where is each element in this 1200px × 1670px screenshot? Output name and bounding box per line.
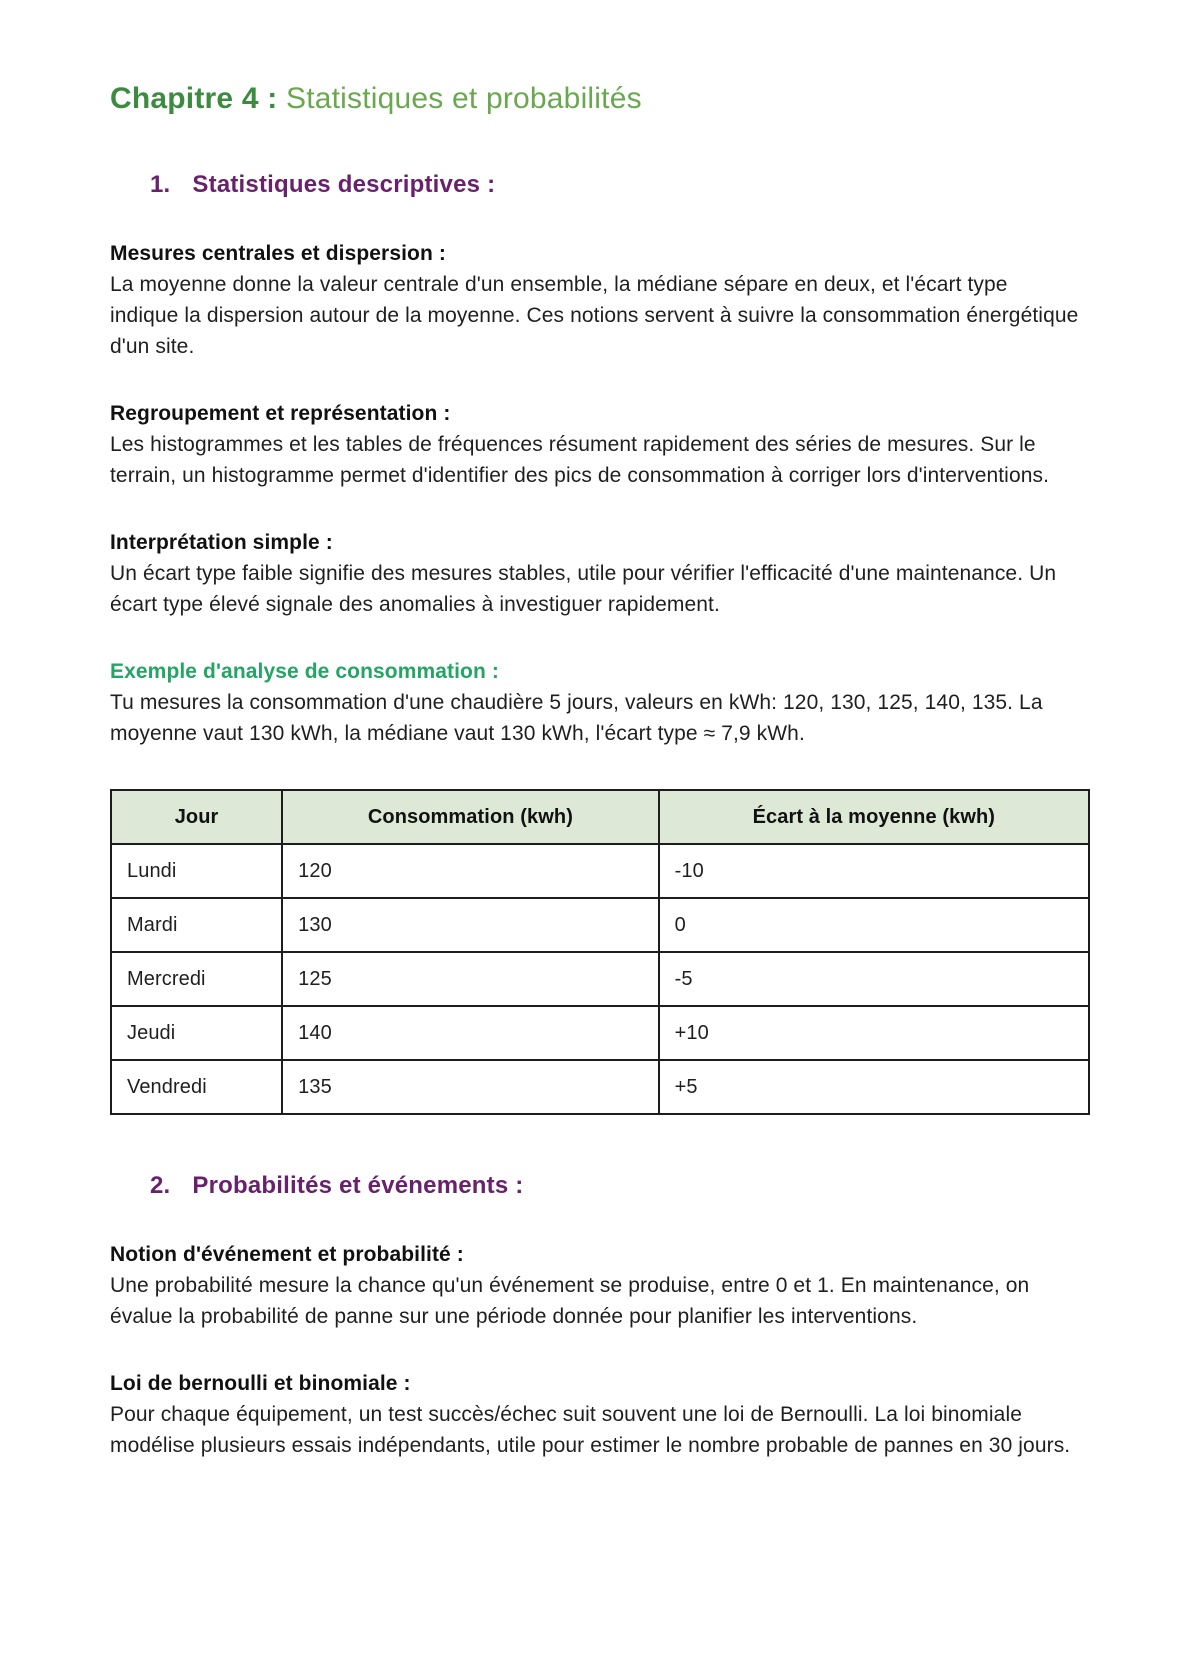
block-interpretation-paragraph: Un écart type faible signifie des mesure… (110, 562, 1057, 616)
table-cell-jour: Mercredi (109, 951, 284, 1007)
table-cell-ecart: +5 (657, 1059, 1091, 1115)
section-1-number: 1. (150, 171, 171, 198)
table-cell-consommation: 130 (281, 897, 660, 953)
block-exemple-paragraph: Tu mesures la consommation d'une chaudiè… (110, 691, 1043, 745)
block-mesures-paragraph: La moyenne donne la valeur centrale d'un… (110, 273, 1079, 358)
table-cell-consommation: 120 (281, 843, 660, 899)
table-cell-jour: Mardi (109, 897, 284, 953)
table-cell-jour: Jeudi (109, 1005, 284, 1061)
block-notion-heading: Notion d'événement et probabilité : (110, 1243, 464, 1266)
block-interpretation: Interprétation simple : Un écart type fa… (110, 527, 1090, 620)
block-notion-paragraph: Une probabilité mesure la chance qu'un é… (110, 1274, 1030, 1328)
table-header-ecart: Écart à la moyenne (kwh) (657, 789, 1091, 845)
section-2-heading: 2. Probabilités et événements : (150, 1169, 1090, 1203)
table-cell-consommation: 135 (281, 1059, 660, 1115)
table-cell-ecart: +10 (657, 1005, 1091, 1061)
table-header-row: Jour Consommation (kwh) Écart à la moyen… (109, 789, 1091, 845)
section-1-heading: 1. Statistiques descriptives : (150, 168, 1090, 202)
block-exemple: Exemple d'analyse de consommation : Tu m… (110, 656, 1090, 749)
table-row: Lundi 120 -10 (109, 843, 1091, 899)
table-header-jour: Jour (109, 789, 284, 845)
table-cell-ecart: 0 (657, 897, 1091, 953)
consumption-table: Jour Consommation (kwh) Écart à la moyen… (109, 789, 1091, 1115)
section-2-title: Probabilités et événements : (192, 1172, 524, 1199)
block-interpretation-heading: Interprétation simple : (110, 531, 333, 554)
table-row: Mercredi 125 -5 (109, 951, 1091, 1007)
table-cell-ecart: -5 (657, 951, 1091, 1007)
chapter-label: Chapitre 4 : (110, 82, 278, 115)
section-2-number: 2. (150, 1172, 171, 1199)
table-cell-ecart: -10 (657, 843, 1091, 899)
block-regroupement-paragraph: Les histogrammes et les tables de fréque… (110, 433, 1050, 487)
table-cell-jour: Vendredi (109, 1059, 284, 1115)
block-bernoulli: Loi de bernoulli et binomiale : Pour cha… (110, 1368, 1090, 1461)
block-regroupement: Regroupement et représentation : Les his… (110, 398, 1090, 491)
table-header-consommation: Consommation (kwh) (281, 789, 660, 845)
page-title: Chapitre 4 : Statistiques et probabilité… (110, 80, 1090, 118)
block-regroupement-heading: Regroupement et représentation : (110, 402, 451, 425)
table-cell-consommation: 140 (281, 1005, 660, 1061)
table-cell-consommation: 125 (281, 951, 660, 1007)
table-row: Vendredi 135 +5 (109, 1059, 1091, 1115)
block-notion: Notion d'événement et probabilité : Une … (110, 1239, 1090, 1332)
block-mesures: Mesures centrales et dispersion : La moy… (110, 238, 1090, 362)
table-row: Jeudi 140 +10 (109, 1005, 1091, 1061)
table-cell-jour: Lundi (109, 843, 284, 899)
section-1-title: Statistiques descriptives : (192, 171, 496, 198)
block-bernoulli-paragraph: Pour chaque équipement, un test succès/é… (110, 1403, 1071, 1457)
block-mesures-heading: Mesures centrales et dispersion : (110, 242, 446, 265)
block-exemple-heading: Exemple d'analyse de consommation : (110, 660, 499, 683)
table-row: Mardi 130 0 (109, 897, 1091, 953)
chapter-subject: Statistiques et probabilités (285, 82, 642, 115)
block-bernoulli-heading: Loi de bernoulli et binomiale : (110, 1372, 411, 1395)
